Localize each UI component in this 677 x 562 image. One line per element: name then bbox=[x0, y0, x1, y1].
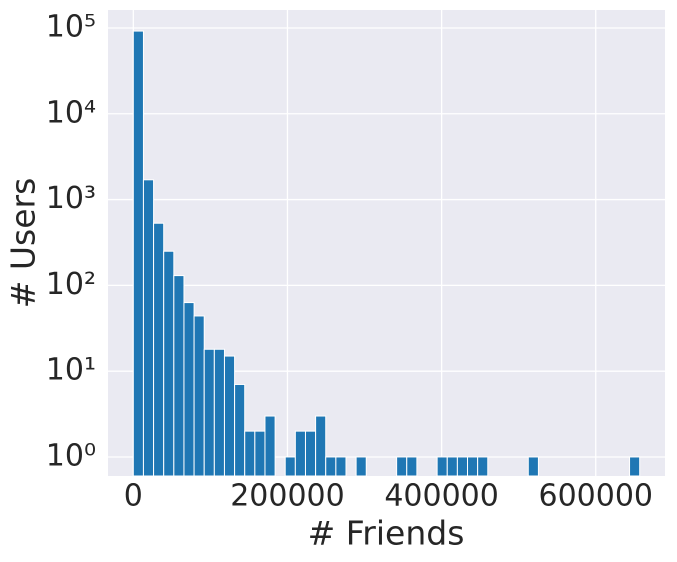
bar bbox=[406, 456, 418, 477]
bar bbox=[142, 179, 155, 477]
bar bbox=[284, 456, 296, 477]
bar bbox=[193, 315, 205, 477]
bar bbox=[325, 456, 337, 477]
bar bbox=[477, 456, 489, 477]
x-tick-label: 600000 bbox=[538, 479, 653, 514]
y-tick-label: 10² bbox=[46, 267, 96, 302]
y-tick-label: 10⁵ bbox=[46, 9, 96, 44]
x-tick-label: 0 bbox=[124, 479, 143, 514]
bar bbox=[132, 30, 144, 477]
y-axis-label: # Users bbox=[4, 178, 43, 309]
bar bbox=[234, 383, 246, 477]
bar bbox=[213, 348, 225, 477]
bar bbox=[153, 222, 165, 477]
bar bbox=[467, 456, 479, 477]
bar bbox=[264, 415, 276, 477]
y-tick-label: 10³ bbox=[46, 181, 96, 216]
bar bbox=[335, 456, 347, 477]
bar bbox=[396, 456, 408, 477]
bar bbox=[294, 430, 306, 477]
bar bbox=[173, 275, 185, 477]
bar bbox=[163, 250, 175, 477]
y-tick-label: 10⁰ bbox=[46, 438, 96, 473]
bar bbox=[223, 355, 236, 477]
y-tick-label: 10¹ bbox=[46, 353, 96, 388]
bar bbox=[203, 348, 215, 477]
bar bbox=[436, 456, 448, 477]
bar bbox=[304, 430, 317, 477]
bar bbox=[527, 456, 539, 477]
bar bbox=[183, 302, 195, 477]
x-tick-label: 400000 bbox=[384, 479, 499, 514]
y-tick-label: 10⁴ bbox=[46, 95, 96, 130]
bar bbox=[456, 456, 469, 477]
x-tick-label: 200000 bbox=[230, 479, 345, 514]
bar bbox=[244, 430, 256, 477]
bar bbox=[355, 456, 367, 477]
bar bbox=[254, 430, 266, 477]
bar bbox=[629, 456, 641, 477]
bar bbox=[315, 415, 327, 477]
bar bbox=[446, 456, 458, 477]
x-axis-label: # Friends bbox=[308, 514, 465, 553]
